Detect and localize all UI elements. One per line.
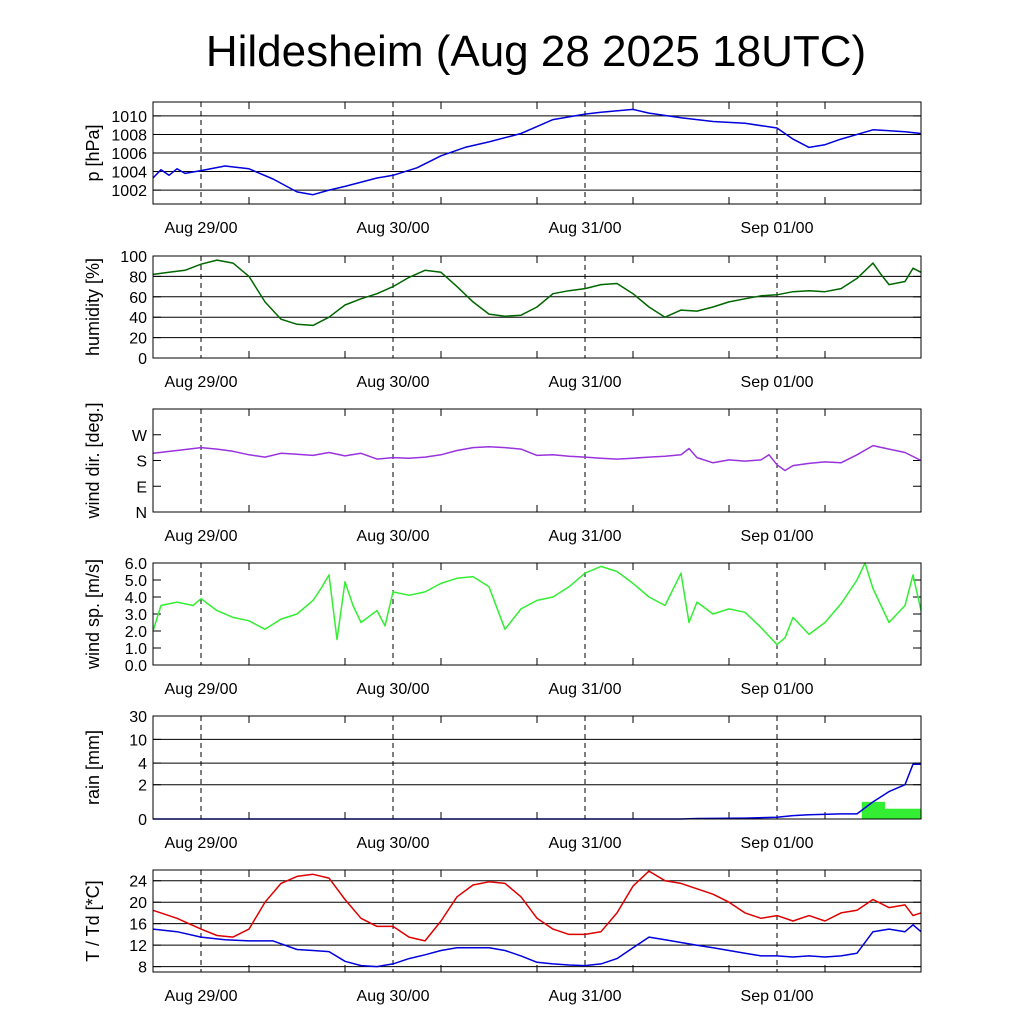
y-tick-label: 1008 — [111, 127, 147, 144]
y-tick-label: E — [136, 479, 147, 496]
x-tick-label: Aug 30/00 — [357, 988, 430, 1005]
panel-wind_speed: 0.01.02.03.04.05.06.0 wind sp. [m/s] Aug 2… — [83, 556, 922, 698]
x-tick-label: Aug 29/00 — [165, 220, 238, 237]
y-axis-label: rain [mm] — [83, 730, 103, 805]
x-tick-label: Aug 30/00 — [357, 374, 430, 391]
x-tick-label: Sep 01/00 — [741, 374, 814, 391]
x-tick-label: Aug 29/00 — [165, 835, 238, 852]
y-tick-label: 5.0 — [125, 573, 147, 590]
x-tick-label: Aug 31/00 — [549, 835, 622, 852]
panel-temperature: 8 12 16 20 24 T / Td [*C] Aug 29/00 Aug 30/00 Au… — [83, 869, 922, 1005]
y-tick-label: 3.0 — [125, 607, 147, 624]
y-tick-label: 1010 — [111, 109, 147, 126]
series-line-rain-0 — [153, 763, 921, 820]
x-tick-label: Sep 01/00 — [741, 528, 814, 545]
y-tick-label: 30 — [129, 709, 147, 726]
series-line-temperature-0 — [152, 870, 922, 942]
x-tick-label: Aug 29/00 — [165, 681, 238, 698]
x-tick-label: Aug 30/00 — [357, 220, 430, 237]
panel-frame — [152, 101, 922, 205]
x-tick-label: Aug 31/00 — [549, 528, 622, 545]
y-tick-label: W — [132, 428, 148, 445]
panel-frame — [152, 562, 922, 666]
y-tick-label: 40 — [129, 310, 147, 327]
y-axis-label: wind sp. [m/s] — [83, 559, 103, 670]
series-line-wind_speed-0 — [152, 562, 922, 646]
y-tick-label: 10 — [129, 732, 147, 749]
y-tick-label: N — [135, 505, 147, 522]
y-tick-label: 20 — [129, 895, 147, 912]
x-tick-label: Aug 31/00 — [549, 374, 622, 391]
y-tick-label: 60 — [129, 290, 147, 307]
x-tick-label: Aug 31/00 — [549, 988, 622, 1005]
y-tick-label: 16 — [129, 917, 147, 934]
panel-humidity: 0 20 40 60 80 100 humidity [%] Aug 29/00 Aug 30/… — [83, 249, 922, 391]
series-line-wind_dir-0 — [152, 444, 922, 472]
y-tick-label: S — [136, 454, 147, 471]
y-tick-label: 100 — [120, 249, 147, 266]
y-tick-label: 20 — [129, 331, 147, 348]
x-tick-label: Sep 01/00 — [741, 220, 814, 237]
y-tick-label: 1002 — [111, 183, 147, 200]
x-tick-label: Sep 01/00 — [741, 835, 814, 852]
y-tick-label: 2 — [138, 778, 147, 795]
x-tick-label: Aug 30/00 — [357, 835, 430, 852]
x-tick-label: Aug 30/00 — [357, 528, 430, 545]
x-tick-label: Aug 29/00 — [165, 528, 238, 545]
rain-bar — [885, 808, 921, 819]
y-tick-label: 8 — [138, 960, 147, 977]
y-axis-label: p [hPa] — [83, 124, 103, 181]
y-axis-label: T / Td [*C] — [83, 880, 103, 961]
y-axis-label: humidity [%] — [83, 258, 103, 356]
x-tick-label: Aug 29/00 — [165, 988, 238, 1005]
y-tick-label: 1006 — [111, 146, 147, 163]
y-tick-label: 12 — [129, 938, 147, 955]
panel-frame — [152, 255, 922, 359]
y-tick-label: 0.0 — [125, 658, 147, 675]
x-tick-label: Aug 29/00 — [165, 374, 238, 391]
x-tick-label: Aug 31/00 — [549, 220, 622, 237]
chart-title: Hildesheim (Aug 28 2025 18UTC) — [206, 27, 866, 76]
panel-frame — [152, 715, 922, 820]
x-tick-label: Sep 01/00 — [741, 988, 814, 1005]
y-tick-label: 80 — [129, 269, 147, 286]
y-tick-label: 2.0 — [125, 624, 147, 641]
y-tick-label: 4 — [138, 756, 147, 773]
y-axis-label: wind dir. [deg.] — [83, 402, 103, 519]
y-tick-label: 24 — [129, 874, 147, 891]
y-tick-label: 0 — [138, 812, 147, 829]
series-line-temperature-1 — [152, 924, 922, 968]
series-line-pressure-0 — [152, 108, 922, 196]
x-tick-label: Aug 30/00 — [357, 681, 430, 698]
x-tick-label: Sep 01/00 — [741, 681, 814, 698]
panel-frame — [152, 408, 922, 513]
rain-bar — [861, 801, 885, 819]
panel-frame — [152, 869, 922, 973]
y-tick-label: 1004 — [111, 165, 147, 182]
series-line-humidity-0 — [152, 259, 922, 327]
y-tick-label: 6.0 — [125, 556, 147, 573]
panel-rain: 0 2 4 10 30 rain [mm] Aug 29/00 Aug 30/00 Aug 31… — [83, 709, 922, 852]
y-tick-label: 4.0 — [125, 590, 147, 607]
x-tick-label: Aug 31/00 — [549, 681, 622, 698]
y-tick-label: 1.0 — [125, 641, 147, 658]
y-tick-label: 0 — [138, 351, 147, 368]
